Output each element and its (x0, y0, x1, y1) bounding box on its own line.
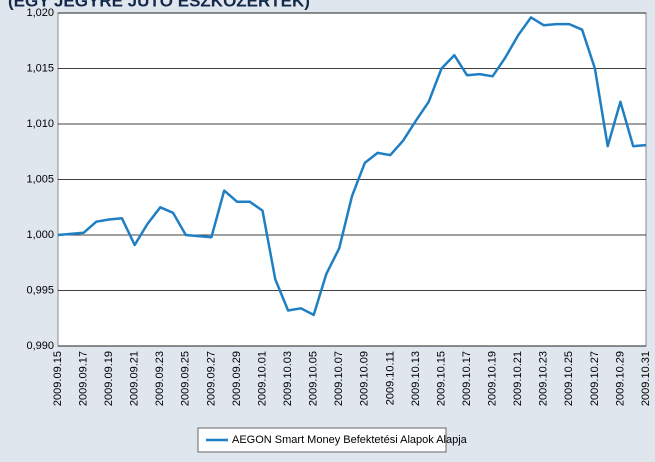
x-tick-label: 2009.10.15 (435, 351, 447, 406)
y-tick-label: 1,010 (26, 118, 54, 130)
x-tick-label: 2009.09.19 (103, 351, 115, 406)
x-tick-label: 2009.10.27 (589, 351, 601, 406)
x-tick-label: 2009.10.07 (333, 351, 345, 406)
y-tick-label: 0,995 (26, 284, 54, 296)
x-tick-label: 2009.10.11 (384, 351, 396, 405)
x-tick-label: 2009.10.01 (256, 351, 268, 406)
x-tick-label: 2009.09.17 (77, 351, 89, 406)
x-tick-label: 2009.09.27 (205, 351, 217, 406)
x-tick-label: 2009.10.23 (538, 351, 550, 406)
y-tick-label: 1,005 (26, 173, 54, 185)
y-tick-label: 0,990 (26, 340, 54, 352)
y-tick-label: 1,000 (26, 229, 54, 241)
data-line (57, 16, 647, 317)
x-tick-label: 2009.09.29 (231, 351, 243, 406)
x-tick-label: 2009.10.21 (512, 351, 524, 406)
x-tick-label: 2009.10.31 (640, 351, 652, 406)
x-tick-label: 2009.10.05 (308, 351, 320, 406)
x-tick-label: 2009.10.13 (410, 351, 422, 406)
x-tick-label: 2009.10.19 (487, 351, 499, 406)
x-tick-label: 2009.10.29 (614, 351, 626, 406)
x-tick-label: 2009.10.03 (282, 351, 294, 406)
x-tick-label: 2009.09.23 (154, 351, 166, 406)
chart-title: (EGY JEGYRE JUTÓ ESZKÖZÉRTÉK) (8, 0, 310, 10)
x-tick-label: 2009.10.25 (563, 351, 575, 406)
x-tick-label: 2009.09.25 (180, 351, 192, 406)
legend-label: AEGON Smart Money Befektetési Alapok Ala… (232, 434, 468, 446)
legend-box (197, 427, 447, 453)
y-tick-label: 1,015 (26, 62, 54, 74)
y-tick-label: 1,020 (26, 7, 54, 19)
x-tick-label: 2009.10.09 (359, 351, 371, 406)
x-tick-label: 2009.10.17 (461, 351, 473, 406)
x-tick-label: 2009.09.21 (129, 351, 141, 406)
x-tick-label: 2009.09.15 (52, 351, 64, 406)
